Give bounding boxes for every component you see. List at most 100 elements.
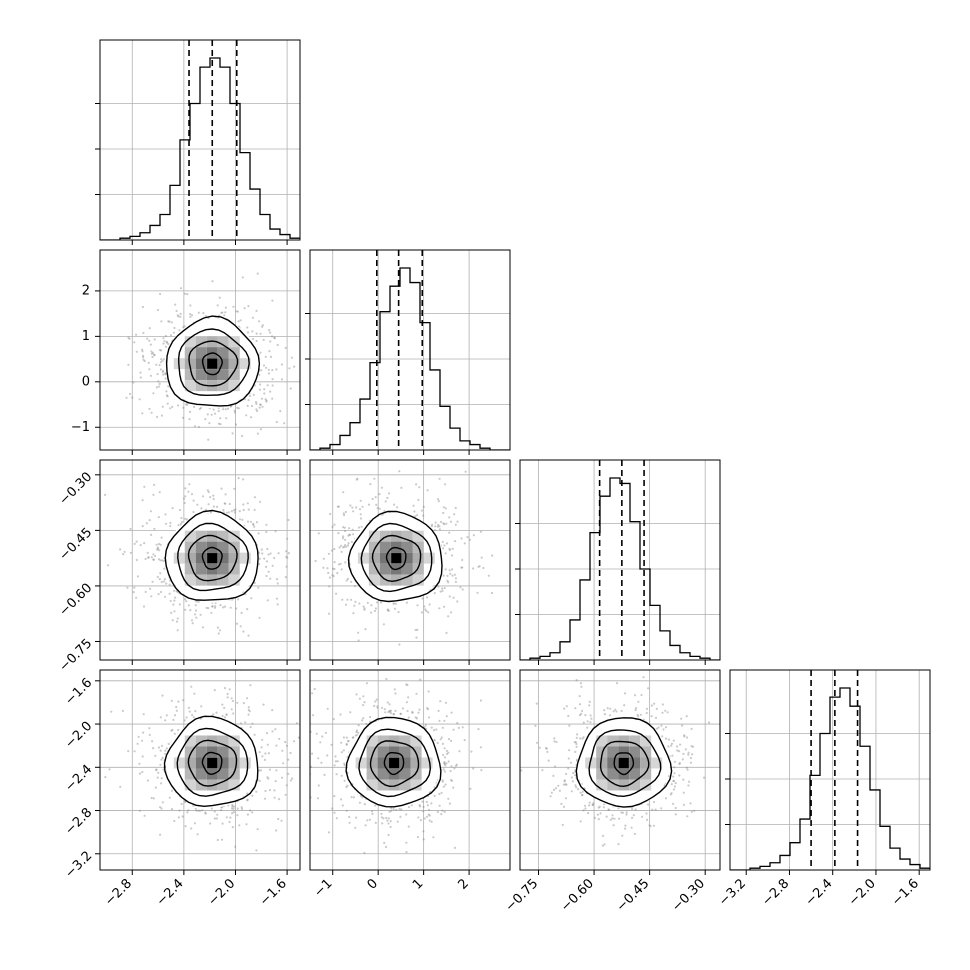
scatter-point <box>247 399 250 402</box>
scatter-point <box>438 528 441 531</box>
scatter-point <box>165 390 168 393</box>
scatter-point <box>334 755 337 758</box>
scatter-point <box>612 824 615 827</box>
scatter-point <box>400 486 403 489</box>
scatter-point <box>154 754 157 757</box>
scatter-point <box>314 559 317 563</box>
scatter-point <box>418 804 421 807</box>
y-tick-label: −3.2 <box>62 848 95 881</box>
scatter-point <box>491 554 494 557</box>
scatter-point <box>188 410 192 413</box>
scatter-point <box>263 758 267 762</box>
scatter-point <box>458 750 461 753</box>
scatter-point <box>448 802 451 805</box>
scatter-point <box>637 715 640 718</box>
density-cell <box>412 563 424 575</box>
scatter-point <box>297 502 299 504</box>
scatter-point <box>387 817 390 820</box>
scatter-point <box>625 813 628 816</box>
scatter-point <box>141 348 144 351</box>
scatter-point <box>187 604 190 607</box>
scatter-point <box>347 542 350 545</box>
scatter-point <box>385 816 388 820</box>
contour-level-1 <box>176 727 249 797</box>
density-cell <box>377 735 389 747</box>
scatter-point <box>231 432 234 435</box>
scatter-point <box>141 739 144 742</box>
scatter-point <box>170 729 173 732</box>
scatter-point <box>443 747 446 750</box>
scatter-point <box>200 507 203 510</box>
scatter-point <box>345 736 348 739</box>
scatter-point <box>170 789 174 792</box>
y-tick-label: 2 <box>82 283 90 298</box>
scatter-point <box>273 337 276 340</box>
scatter-point <box>178 329 181 332</box>
scatter-point <box>271 369 274 372</box>
scatter-point <box>382 817 385 820</box>
scatter-point <box>175 709 178 712</box>
scatter-point <box>255 402 258 405</box>
scatter-point <box>258 779 261 783</box>
scatter-point <box>575 786 578 789</box>
density-cell <box>217 779 229 791</box>
scatter-point <box>153 483 156 486</box>
scatter-point <box>384 500 387 503</box>
scatter-point <box>376 705 379 708</box>
scatter-point <box>624 824 627 827</box>
scatter-point <box>414 628 417 632</box>
scatter-point <box>405 701 408 704</box>
scatter-point <box>353 584 357 588</box>
density-cell <box>388 746 400 758</box>
scatter-point <box>460 537 463 540</box>
scatter-point <box>181 815 184 818</box>
scatter-point <box>210 807 213 810</box>
scatter-point <box>386 819 389 822</box>
scatter-point <box>561 823 564 827</box>
scatter-point <box>425 609 428 613</box>
scatter-point <box>246 608 249 611</box>
scatter-point <box>346 784 349 787</box>
scatter-point <box>420 509 423 512</box>
scatter-point <box>177 816 180 819</box>
scatter-point <box>664 737 668 740</box>
scatter-point <box>171 507 174 510</box>
scatter-point <box>631 807 634 811</box>
scatter-point <box>344 603 348 606</box>
scatter-point <box>184 608 187 611</box>
density-cell <box>366 735 378 747</box>
density-cell <box>640 735 652 747</box>
scatter-point <box>226 407 230 410</box>
scatter-point <box>553 737 556 740</box>
scatter-point <box>132 591 135 594</box>
scatter-point <box>177 700 180 703</box>
scatter-point <box>210 611 213 614</box>
scatter-point <box>379 601 382 604</box>
scatter-point <box>653 702 656 705</box>
scatter-point <box>157 746 160 749</box>
contour-level-1 <box>358 728 432 798</box>
scatter-point <box>398 643 401 646</box>
scatter-point <box>568 749 571 752</box>
scatter-point <box>135 333 138 336</box>
scatter-point <box>253 496 256 499</box>
scatter-point <box>141 770 144 774</box>
scatter-point <box>352 510 355 513</box>
scatter-point <box>192 716 195 719</box>
y-tick-label: −2.8 <box>62 805 95 838</box>
scatter-point <box>139 371 142 374</box>
scatter-point <box>240 611 243 615</box>
scatter-point <box>645 812 648 815</box>
scatter-point <box>451 574 454 577</box>
scatter-point <box>194 710 197 713</box>
scatter-point <box>591 803 594 807</box>
scatter-point <box>597 818 600 821</box>
scatter-point <box>381 822 384 825</box>
scatter-point <box>426 708 430 711</box>
scatter-point <box>141 412 144 415</box>
scatter-point <box>318 570 320 572</box>
scatter-point <box>380 812 383 815</box>
density-cell <box>173 757 185 769</box>
scatter-point <box>211 280 214 283</box>
scatter-point <box>246 331 250 334</box>
